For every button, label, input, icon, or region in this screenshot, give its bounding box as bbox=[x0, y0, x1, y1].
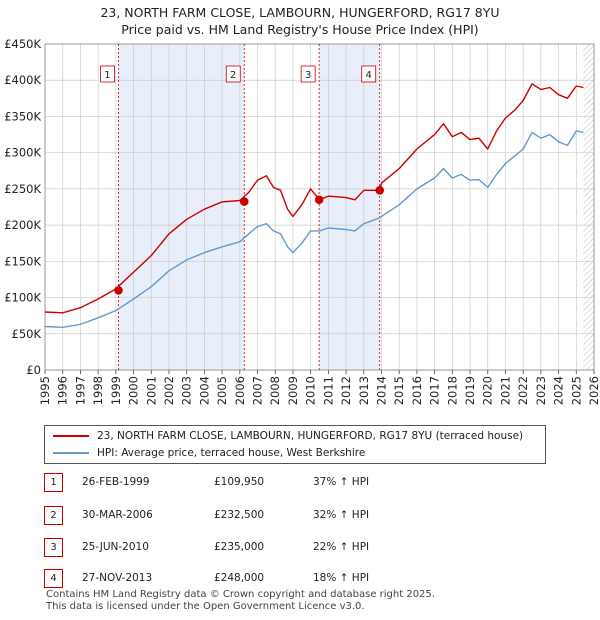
x-tick-label: 2005 bbox=[215, 376, 229, 405]
x-tick-label: 2002 bbox=[162, 376, 176, 405]
x-tick-label: 2013 bbox=[357, 376, 371, 405]
footer-attribution: Contains HM Land Registry data © Crown c… bbox=[46, 589, 435, 612]
transaction-price: £232,500 bbox=[214, 509, 265, 521]
footer-line2: This data is licensed under the Open Gov… bbox=[46, 600, 365, 612]
footer-line1: Contains HM Land Registry data © Crown c… bbox=[46, 589, 435, 600]
transaction-row: 3 25-JUN-2010 £235,000 22% ↑ HPI bbox=[42, 532, 562, 562]
transaction-number-badge: 1 bbox=[44, 473, 63, 492]
sale-point bbox=[239, 197, 249, 206]
transaction-date: 26-FEB-1999 bbox=[82, 476, 150, 488]
transaction-price: £235,000 bbox=[214, 541, 265, 553]
x-tick-label: 1999 bbox=[109, 376, 123, 405]
transaction-row: 1 26-FEB-1999 £109,950 37% ↑ HPI bbox=[42, 467, 562, 497]
transaction-hpi-change: 32% ↑ HPI bbox=[313, 509, 370, 521]
sale-point bbox=[375, 186, 385, 195]
sale-marker-label: 1 bbox=[104, 70, 110, 81]
transaction-row: 4 27-NOV-2013 £248,000 18% ↑ HPI bbox=[42, 563, 562, 593]
transaction-hpi-change: 37% ↑ HPI bbox=[313, 476, 370, 488]
y-tick-label: £450K bbox=[4, 37, 41, 51]
transaction-date: 25-JUN-2010 bbox=[82, 541, 149, 553]
hpi-series-line bbox=[44, 130, 584, 328]
y-tick-label: £0 bbox=[26, 363, 41, 377]
ownership-period-shade bbox=[118, 44, 245, 370]
sale-marker-box bbox=[100, 65, 115, 83]
chart-legend: 23, NORTH FARM CLOSE, LAMBOURN, HUNGERFO… bbox=[44, 425, 546, 464]
x-tick-label: 2021 bbox=[498, 376, 512, 405]
x-tick-label: 2003 bbox=[180, 376, 194, 405]
legend-swatch-property bbox=[53, 435, 89, 437]
x-tick-label: 2001 bbox=[144, 376, 158, 405]
sale-marker-box bbox=[300, 65, 316, 83]
legend-item-property: 23, NORTH FARM CLOSE, LAMBOURN, HUNGERFO… bbox=[53, 428, 523, 444]
x-tick-label: 2009 bbox=[286, 376, 300, 405]
x-tick-label: 2012 bbox=[339, 376, 353, 405]
legend-swatch-hpi bbox=[53, 452, 89, 454]
chart-title-line1: 23, NORTH FARM CLOSE, LAMBOURN, HUNGERFO… bbox=[100, 5, 500, 20]
x-tick-label: 2024 bbox=[552, 376, 566, 405]
y-tick-label: £150K bbox=[4, 254, 41, 268]
chart-title: 23, NORTH FARM CLOSE, LAMBOURN, HUNGERFO… bbox=[0, 4, 600, 38]
sale-point bbox=[314, 195, 324, 205]
x-tick-label: 2018 bbox=[445, 376, 459, 405]
x-tick-label: 2014 bbox=[374, 376, 388, 405]
transaction-date: 30-MAR-2006 bbox=[82, 509, 153, 521]
x-tick-label: 2011 bbox=[321, 376, 335, 405]
ownership-period-shade bbox=[319, 44, 380, 370]
transaction-price: £109,950 bbox=[214, 476, 265, 488]
x-tick-label: 2020 bbox=[481, 376, 495, 405]
chart-title-line2: Price paid vs. HM Land Registry's House … bbox=[121, 22, 479, 37]
x-tick-label: 2010 bbox=[304, 376, 318, 405]
x-tick-label: 2004 bbox=[197, 376, 211, 405]
sale-point bbox=[114, 286, 123, 295]
x-tick-label: 2026 bbox=[587, 376, 600, 405]
x-tick-label: 2025 bbox=[569, 376, 583, 405]
sale-marker-box bbox=[225, 65, 241, 83]
transaction-number-badge: 2 bbox=[44, 506, 63, 525]
x-tick-label: 2017 bbox=[428, 376, 442, 405]
x-tick-label: 2000 bbox=[127, 376, 141, 405]
x-tick-label: 2015 bbox=[392, 376, 406, 405]
x-tick-label: 2006 bbox=[233, 376, 247, 405]
y-tick-label: £400K bbox=[4, 73, 41, 87]
x-tick-label: 1996 bbox=[56, 376, 70, 405]
x-tick-label: 2022 bbox=[516, 376, 530, 405]
transaction-price: £248,000 bbox=[214, 572, 265, 584]
legend-label-hpi: HPI: Average price, terraced house, West… bbox=[97, 447, 366, 459]
sale-marker-label: 4 bbox=[366, 70, 372, 81]
transaction-number-badge: 3 bbox=[44, 538, 63, 557]
sale-marker-box bbox=[361, 65, 377, 83]
y-tick-label: £200K bbox=[4, 218, 41, 232]
x-tick-label: 2016 bbox=[410, 376, 424, 405]
x-tick-label: 1997 bbox=[73, 376, 87, 405]
y-tick-label: £300K bbox=[4, 146, 41, 160]
x-tick-label: 2023 bbox=[534, 376, 548, 405]
property-series-line bbox=[44, 83, 584, 314]
transaction-row: 2 30-MAR-2006 £232,500 32% ↑ HPI bbox=[42, 500, 562, 530]
x-tick-label: 1995 bbox=[38, 376, 52, 405]
legend-label-property: 23, NORTH FARM CLOSE, LAMBOURN, HUNGERFO… bbox=[97, 430, 524, 442]
y-tick-label: £350K bbox=[4, 109, 41, 123]
transaction-number-badge: 4 bbox=[44, 569, 63, 588]
transaction-hpi-change: 22% ↑ HPI bbox=[313, 541, 370, 553]
no-data-hatch-region bbox=[583, 44, 594, 370]
sale-marker-label: 2 bbox=[230, 70, 236, 81]
x-tick-label: 1998 bbox=[91, 376, 105, 405]
transaction-hpi-change: 18% ↑ HPI bbox=[313, 572, 370, 584]
legend-item-hpi: HPI: Average price, terraced house, West… bbox=[53, 445, 365, 461]
x-tick-label: 2008 bbox=[268, 376, 282, 405]
x-tick-label: 2019 bbox=[463, 376, 477, 405]
y-tick-label: £100K bbox=[4, 291, 41, 305]
transaction-date: 27-NOV-2013 bbox=[82, 572, 153, 584]
x-tick-label: 2007 bbox=[251, 376, 265, 405]
price-chart: £0 £50K £100K £150K £200K £250K £300K £350K £400… bbox=[4, 37, 600, 405]
y-tick-label: £250K bbox=[4, 182, 41, 196]
sale-marker-label: 3 bbox=[305, 70, 311, 81]
y-tick-label: £50K bbox=[12, 327, 42, 341]
